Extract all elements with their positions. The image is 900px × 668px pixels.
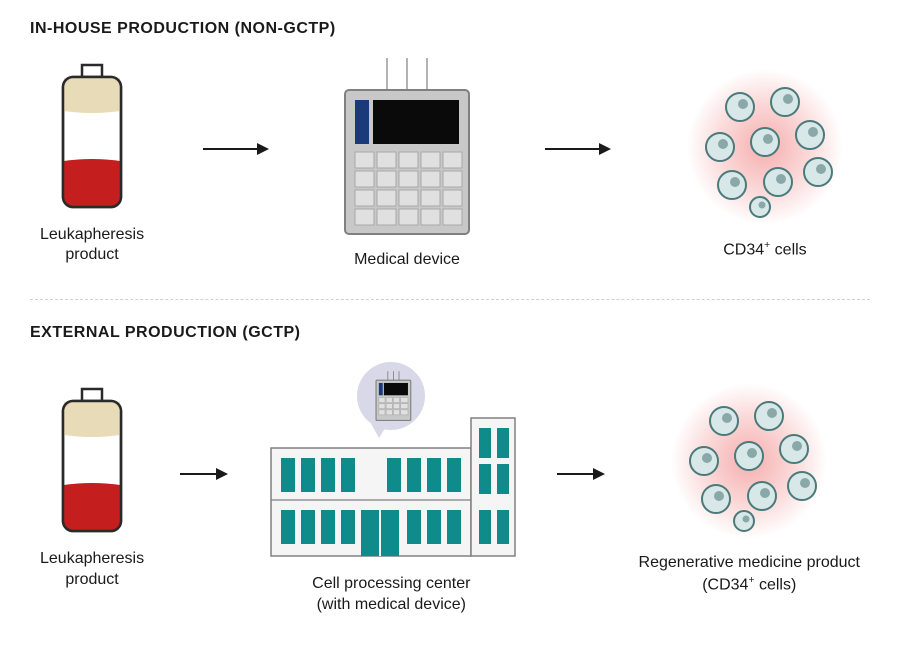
item-leukapheresis-1: Leukapheresis product	[40, 63, 144, 267]
arrow-icon	[543, 139, 613, 159]
item3-label: CD34+ cells	[723, 239, 806, 261]
arrow-icon	[201, 139, 271, 159]
section1-row: Leukapheresis product	[30, 58, 870, 271]
section-external: EXTERNAL PRODUCTION (GCTP) Leukapheresis…	[30, 324, 870, 616]
s2-item1-label: Leukapheresis product	[40, 549, 144, 591]
item-regen-product: Regenerative medicine product (CD34+ cel…	[639, 381, 860, 596]
item1-label: Leukapheresis product	[40, 225, 144, 267]
section2-title: EXTERNAL PRODUCTION (GCTP)	[30, 324, 870, 342]
s2-item2-label: Cell processing center (with medical dev…	[312, 574, 470, 616]
section1-title: IN-HOUSE PRODUCTION (NON-GCTP)	[30, 20, 870, 38]
item2-label: Medical device	[354, 250, 460, 271]
s2-item3-label: Regenerative medicine product (CD34+ cel…	[639, 553, 860, 596]
item-cd34-cells: CD34+ cells	[670, 67, 860, 261]
item-leukapheresis-2: Leukapheresis product	[40, 387, 144, 591]
building-icon	[261, 362, 521, 562]
section-divider	[30, 299, 870, 300]
section2-row: Leukapheresis product	[30, 362, 870, 616]
item-medical-device: Medical device	[327, 58, 487, 271]
arrow-icon	[178, 464, 228, 484]
blood-bag-icon	[47, 63, 137, 213]
blood-bag-icon	[47, 387, 137, 537]
section-inhouse: IN-HOUSE PRODUCTION (NON-GCTP) Leukapher…	[30, 20, 870, 271]
arrow-icon	[555, 464, 605, 484]
medical-device-icon	[327, 58, 487, 238]
cells-icon	[654, 381, 844, 541]
cells-icon	[670, 67, 860, 227]
item-cell-processing-center: Cell processing center (with medical dev…	[261, 362, 521, 616]
